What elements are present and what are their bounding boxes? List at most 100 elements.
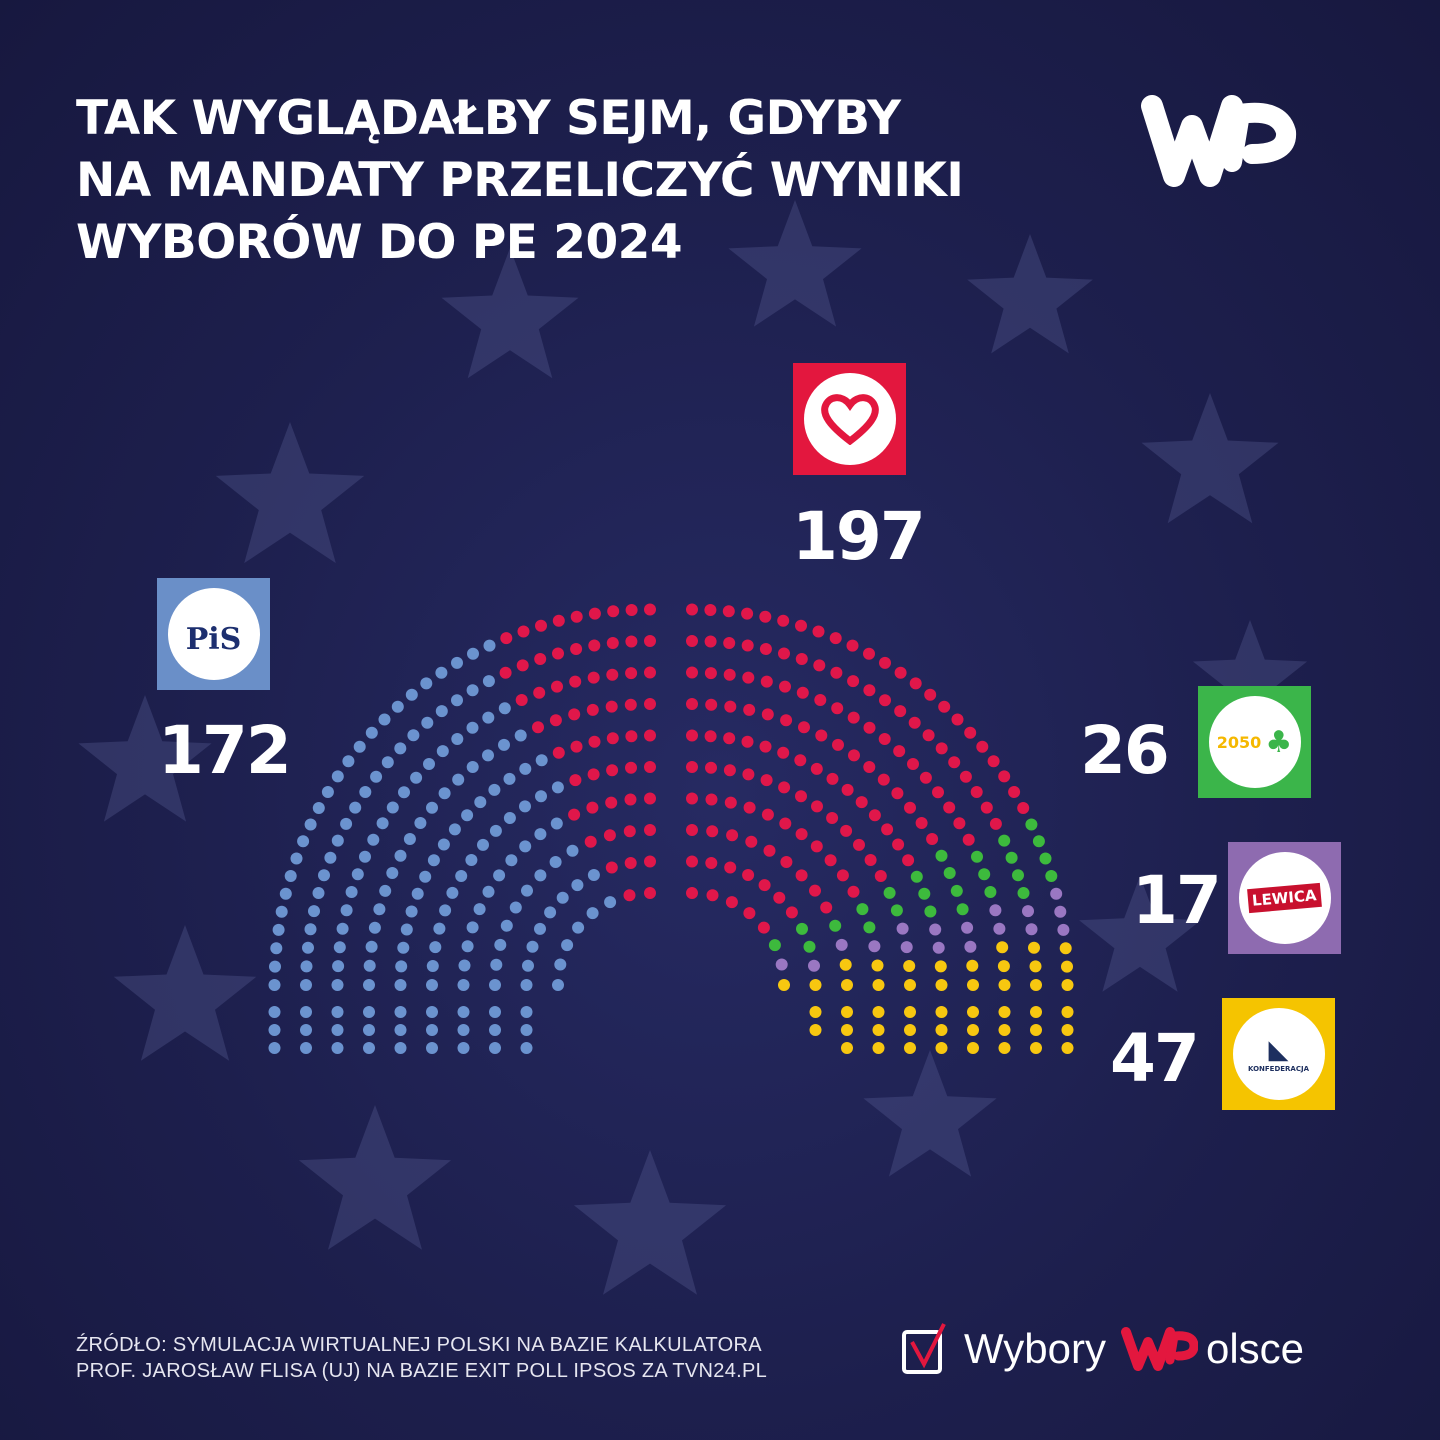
heart-icon [820,394,879,445]
seat-lewica [964,940,977,953]
seat-ko [532,721,544,734]
seat-ko [758,879,771,892]
seat-lewica [1057,923,1070,936]
seat-ko [743,907,756,920]
seat-pis [427,854,440,867]
seat-pis [451,656,463,669]
seat-lewica [993,922,1006,935]
seat-pis [489,1006,501,1018]
seat-ko [777,746,790,759]
seat-ko [568,708,581,721]
star-shape [1079,876,1201,992]
seat-pis [466,721,479,734]
seat-trzecia-droga [984,886,997,898]
seat-konfederacja [1028,941,1040,954]
seat-ko [847,675,860,688]
seat-pis [520,1006,533,1018]
seat-ko [962,833,975,846]
seat-pis [304,923,317,936]
seat-pis [394,742,407,755]
seat-ko [820,901,833,914]
seat-pis [446,886,459,899]
seat-pis [300,1024,312,1036]
seat-ko [570,643,583,655]
seat-konfederacja [871,959,884,972]
seat-ko [605,861,618,874]
seat-pis [437,838,450,851]
seat-konfederacja [841,1024,853,1036]
seat-ko [569,774,582,787]
seat-pis [457,1006,470,1018]
seat-konfederacja [935,1042,948,1054]
seat-ko [919,771,932,784]
seat-pis [448,823,461,836]
seat-pis [544,906,557,919]
seat-pis [458,959,471,972]
seat-trzecia-droga [971,850,983,863]
seat-lewica [868,940,881,953]
seat-pis [363,1024,375,1036]
seat-trzecia-droga [910,870,923,883]
seat-pis [336,922,349,935]
seat-konfederacja [1030,1042,1042,1054]
pis-logo: PiS [157,578,270,690]
seat-ko [686,666,698,679]
seat-konfederacja [998,1042,1011,1054]
seat-ko [841,783,854,796]
seat-trzecia-droga [956,903,969,916]
seat-ko [909,677,922,690]
eagle-icon: ◣ [1268,1035,1289,1065]
seat-ko [517,625,530,638]
seat-pis [376,817,389,830]
seat-ko [759,610,772,623]
seat-pis [370,770,383,783]
seat-pis [304,818,317,831]
seat-pis [474,796,487,809]
seat-ko [864,854,877,866]
seat-ko [855,796,868,809]
seat-pis [461,940,474,953]
star-shape [863,1050,997,1177]
seat-ko [948,756,961,769]
seat-pis [386,867,399,879]
seat-pis [521,884,533,897]
seat-pis [451,733,464,745]
seat-ko [879,694,891,707]
seat-ko [606,637,619,649]
seat-konfederacja [841,1006,853,1018]
seat-ko [815,729,828,742]
seat-ko [623,825,636,838]
seat-pis [331,1006,344,1018]
seat-konfederacja [872,1042,885,1054]
seat-ko [533,686,546,699]
seat-pis [426,979,438,991]
seat-trzecia-droga [1012,869,1024,882]
seat-konfederacja [904,1042,916,1054]
seat-ko [515,694,528,706]
seat-konfederacja [934,960,947,973]
seat-konfederacja [809,1006,822,1018]
seat-konfederacja [966,959,979,972]
seat-konfederacja [1061,1024,1074,1036]
seat-label-pis: 172 [158,712,292,789]
seat-ko [938,700,951,713]
seat-trzecia-droga [918,887,931,900]
seat-ko [1008,786,1021,798]
seat-ko [686,761,698,773]
seat-pis [398,786,410,799]
seat-ko [760,675,773,688]
seat-konfederacja [935,1024,948,1036]
seat-konfederacja [904,1006,916,1018]
seat-ko [811,800,823,813]
seat-ko [891,787,904,800]
seat-pis [391,700,404,713]
seat-pis [365,940,378,953]
seat-pis [403,833,416,845]
seat-ko [953,817,966,830]
seat-ko [726,829,739,842]
seat-lewica [900,941,913,954]
seat-trzecia-droga [768,939,781,952]
seat-ko [902,854,915,867]
seat-lewica [929,923,942,936]
